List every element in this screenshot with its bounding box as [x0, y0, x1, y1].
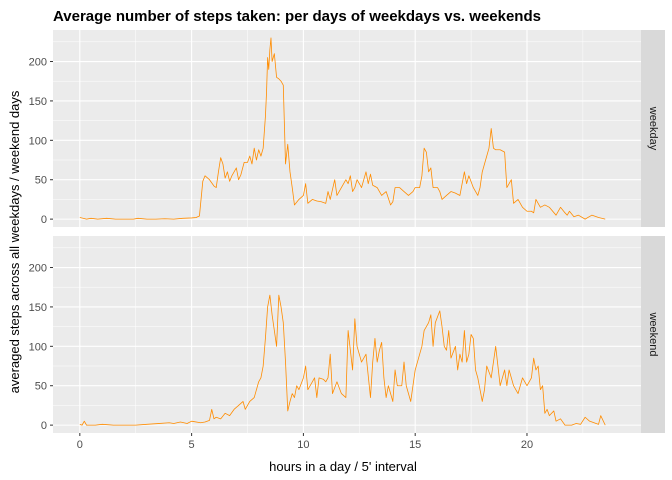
- x-tick-label: 0: [77, 439, 83, 451]
- y-tick-label: 0: [41, 214, 47, 226]
- x-axis-label: hours in a day / 5' interval: [269, 459, 417, 474]
- x-tick-label: 10: [297, 439, 309, 451]
- facet-strip: [641, 30, 665, 227]
- chart-title: Average number of steps taken: per days …: [53, 8, 541, 25]
- x-tick-label: 20: [521, 439, 533, 451]
- facet-panels: 0 50 100 150 200 weekday 0 50 100 150 200 weekend 0 5…: [29, 30, 665, 451]
- y-tick-label: 200: [29, 57, 47, 69]
- y-tick-label: 150: [29, 302, 47, 314]
- y-tick-label: 50: [35, 175, 47, 187]
- y-tick-label: 100: [29, 135, 47, 147]
- x-tick-label: 15: [409, 439, 421, 451]
- y-tick-label: 200: [29, 263, 47, 275]
- panel-background: [53, 236, 641, 433]
- x-tick-label: 5: [189, 439, 195, 451]
- facet-panel-weekend: 0 50 100 150 200 weekend 0 5 10 15 20: [29, 236, 665, 451]
- y-tick-label: 150: [29, 96, 47, 108]
- y-tick-label: 100: [29, 341, 47, 353]
- y-tick-label: 0: [41, 420, 47, 432]
- series-line-weekday: [79, 37, 606, 220]
- facet-strip-label: weekday: [647, 106, 659, 151]
- facet-strip-label: weekend: [647, 311, 659, 356]
- y-tick-label: 50: [35, 381, 47, 393]
- y-axis-label: averaged steps across all weekdays / wee…: [7, 90, 22, 393]
- series-line-weekend: [79, 294, 606, 426]
- panel-background: [53, 30, 641, 227]
- facet-panel-weekday: 0 50 100 150 200 weekday: [29, 30, 665, 227]
- facet-strip: [641, 236, 665, 433]
